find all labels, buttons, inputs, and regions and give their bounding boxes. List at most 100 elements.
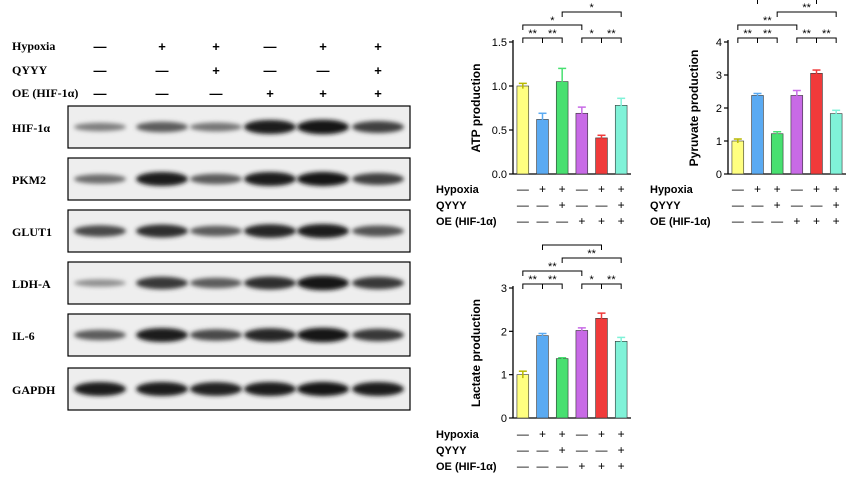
condition-label: Hypoxia (436, 429, 480, 441)
y-tick-label: 1.5 (492, 37, 507, 49)
condition-label: QYYY (12, 63, 48, 77)
protein-band (297, 224, 349, 238)
bar (555, 81, 569, 175)
protein-band (190, 329, 242, 341)
condition-mark: + (559, 427, 566, 441)
protein-band (136, 224, 188, 238)
significance-bracket (542, 244, 602, 250)
condition-mark: + (158, 39, 166, 54)
western-blot-panel: Hypoxia — + + — + + QYYY — — + — — + OE (HIF-1α) — — — + + +… (12, 39, 411, 411)
condition-label: Hypoxia (436, 184, 480, 196)
significance-label: ** (607, 274, 616, 286)
condition-mark: — (537, 459, 549, 473)
protein-band (74, 382, 126, 396)
condition-mark: + (754, 182, 761, 196)
protein-band (297, 171, 349, 187)
condition-mark: — (732, 214, 744, 228)
significance-label: ** (763, 15, 772, 27)
significance-label: ** (528, 28, 537, 40)
protein-band (136, 328, 188, 342)
protein-band (190, 173, 242, 185)
condition-mark: — (771, 214, 783, 228)
condition-label: Hypoxia (12, 39, 55, 53)
condition-mark: + (618, 198, 625, 212)
condition-mark: + (598, 459, 605, 473)
condition-mark: — (517, 182, 529, 196)
y-tick-label: 2 (716, 103, 722, 115)
significance-label: ** (548, 28, 557, 40)
condition-mark: — (517, 459, 529, 473)
y-tick-label: 0.0 (492, 169, 507, 181)
significance-label: ** (548, 261, 557, 273)
significance-label: ** (607, 28, 616, 40)
condition-mark: — (732, 182, 744, 196)
protein-band (244, 276, 296, 290)
bar (614, 341, 628, 419)
condition-mark: — (732, 198, 744, 212)
condition-mark: — (517, 214, 529, 228)
condition-mark: — (596, 198, 608, 212)
y-tick-label: 0 (501, 413, 507, 425)
protein-band (244, 328, 296, 342)
condition-mark: + (374, 86, 382, 101)
condition-label: OE (HIF-1α) (436, 461, 497, 473)
y-tick-label: 1 (501, 370, 507, 382)
significance-label: ** (548, 274, 557, 286)
condition-mark: + (319, 39, 327, 54)
condition-mark: — (94, 86, 107, 101)
condition-mark: + (813, 214, 820, 228)
condition-mark: + (539, 182, 546, 196)
significance-label: ** (528, 274, 537, 286)
y-tick-label: 1 (716, 136, 722, 148)
significance-bracket (542, 37, 563, 43)
protein-band (352, 382, 404, 396)
protein-band (244, 224, 296, 238)
condition-mark: — (317, 63, 330, 78)
condition-mark: — (517, 427, 529, 441)
protein-label: GAPDH (12, 383, 56, 397)
significance-label: * (550, 15, 555, 27)
bar (829, 113, 843, 175)
condition-mark: + (559, 443, 566, 457)
condition-label: QYYY (650, 200, 681, 212)
condition-label: OE (HIF-1α) (12, 86, 78, 100)
significance-bracket (561, 11, 622, 17)
condition-mark: + (319, 86, 327, 101)
significance-label: ** (783, 0, 792, 1)
protein-band (297, 381, 349, 397)
condition-mark: + (833, 214, 840, 228)
significance-label: ** (802, 2, 811, 14)
protein-band (190, 225, 242, 237)
condition-mark: — (752, 214, 764, 228)
condition-mark: + (374, 63, 382, 78)
condition-mark: + (833, 198, 840, 212)
condition-mark: — (537, 198, 549, 212)
significance-label: ** (743, 28, 752, 40)
y-tick-label: 2 (501, 326, 507, 338)
protein-band (352, 121, 404, 133)
significance-label: ** (587, 248, 596, 260)
condition-mark: + (212, 63, 220, 78)
significance-label: * (590, 2, 595, 14)
protein-band (352, 225, 404, 237)
condition-mark: + (774, 182, 781, 196)
condition-mark: + (618, 214, 625, 228)
significance-label: * (590, 28, 595, 40)
condition-mark: — (791, 182, 803, 196)
condition-mark: — (752, 198, 764, 212)
y-axis-label: Lactate production (469, 299, 483, 407)
condition-mark: — (264, 39, 277, 54)
y-tick-label: 0.5 (492, 125, 507, 137)
condition-mark: + (833, 182, 840, 196)
protein-label: PKM2 (12, 173, 46, 187)
significance-bracket (522, 24, 583, 30)
protein-band (136, 121, 188, 133)
condition-mark: — (576, 443, 588, 457)
significance-label: * (590, 274, 595, 286)
protein-band (136, 276, 188, 290)
condition-mark: + (539, 427, 546, 441)
bar (575, 330, 589, 419)
condition-mark: — (537, 443, 549, 457)
